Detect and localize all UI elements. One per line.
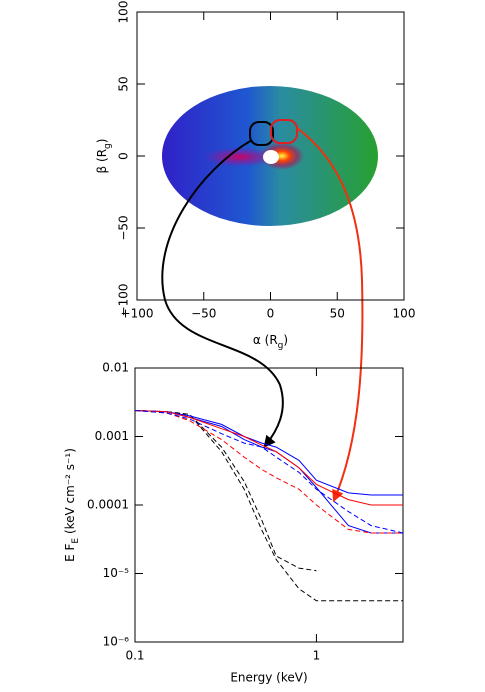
x-tick-label: 0.1 xyxy=(125,649,144,663)
spectrum-line xyxy=(135,410,403,506)
x-tick-label: 0 xyxy=(267,307,275,321)
axis-label: E FE (keV cm⁻² s⁻¹) xyxy=(63,448,81,562)
x-tick-label: 1 xyxy=(313,649,321,663)
y-tick-label: 50 xyxy=(117,76,131,91)
axis-label: Energy (keV) xyxy=(230,671,307,685)
spectrum-line xyxy=(135,410,403,534)
y-tick-label: 0 xyxy=(117,152,131,160)
y-tick-label: 0.001 xyxy=(95,429,129,443)
axis-label: α (Rg) xyxy=(253,333,288,351)
y-tick-label: 10⁻⁵ xyxy=(103,566,130,580)
y-tick-label: 100 xyxy=(117,1,131,24)
x-tick-label: +100 xyxy=(121,307,154,321)
y-tick-label: 10⁻⁶ xyxy=(103,635,130,649)
x-tick-label: 50 xyxy=(330,307,345,321)
black-arrow xyxy=(161,139,284,448)
red-arrow xyxy=(296,127,364,503)
spectrum-line xyxy=(135,410,317,572)
label-tail: (keV cm⁻² s⁻¹) xyxy=(63,448,77,538)
disk-image xyxy=(162,86,378,226)
y-tick-label: 0.0001 xyxy=(87,498,129,512)
label-sub: g xyxy=(103,143,113,149)
label-sub: g xyxy=(278,341,284,351)
label-tail: ) xyxy=(95,139,109,144)
y-tick-label: −50 xyxy=(117,215,131,240)
spectrum-line xyxy=(135,410,403,496)
x-tick-label: 100 xyxy=(393,307,416,321)
y-tick-label: 0.01 xyxy=(102,361,129,375)
x-tick-label: −50 xyxy=(191,307,216,321)
label-tail: ) xyxy=(283,333,288,347)
spectrum-line xyxy=(135,410,403,534)
label-sub: E xyxy=(71,538,81,544)
label-text: β (R xyxy=(95,149,109,174)
y-tick-label: −100 xyxy=(117,284,131,317)
label-text: E F xyxy=(63,543,77,561)
spectrum-line xyxy=(135,410,403,534)
label-text: α (R xyxy=(253,333,278,347)
axis-label: β (Rg) xyxy=(95,139,113,174)
